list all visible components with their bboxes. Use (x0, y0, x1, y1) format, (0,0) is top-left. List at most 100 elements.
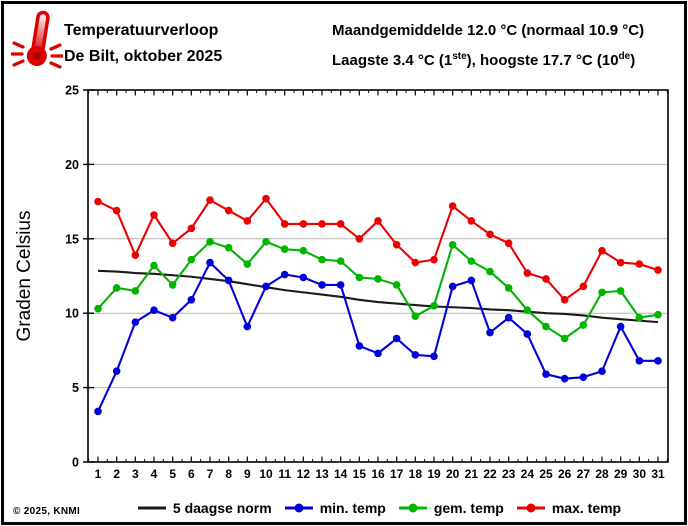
point-min-temp-day-9 (243, 322, 252, 331)
point-min-temp-day-6 (187, 296, 196, 304)
point-min-temp-day-13 (318, 281, 326, 289)
y-axis-label: Graden Celsius (14, 211, 35, 342)
legend-marker-min-temp (284, 503, 313, 513)
point-max-temp-day-31 (654, 266, 662, 274)
point-max-temp-day-30 (635, 260, 644, 268)
legend-label-gem-temp: gem. temp (433, 500, 504, 516)
point-min-temp-day-29 (616, 322, 625, 331)
legend-item-min-temp: min. temp (284, 500, 386, 516)
point-min-temp-day-28 (598, 367, 606, 376)
point-gem-temp-day-15 (355, 273, 364, 282)
svg-text:14: 14 (334, 467, 348, 481)
svg-text:29: 29 (614, 467, 628, 481)
series-gem-temp (94, 237, 662, 343)
point-gem-temp-day-4 (150, 261, 158, 270)
point-min-temp-day-10 (262, 282, 270, 291)
point-gem-temp-day-11 (280, 245, 289, 254)
point-max-temp-day-5 (168, 239, 177, 248)
header-stats: Maandgemiddelde 12.0 °C (normaal 10.9 °C… (332, 18, 644, 74)
legend-item-max-temp: max. temp (516, 500, 621, 516)
point-gem-temp-day-3 (131, 287, 140, 295)
stat-month-mean: Maandgemiddelde 12.0 °C (normaal 10.9 °C… (332, 22, 645, 39)
point-max-temp-day-14 (336, 220, 345, 228)
svg-text:10: 10 (259, 467, 273, 481)
point-min-temp-day-5 (168, 313, 177, 322)
svg-text:12: 12 (297, 467, 311, 481)
point-gem-temp-day-13 (318, 255, 326, 264)
point-max-temp-day-9 (243, 217, 252, 225)
point-max-temp-day-22 (486, 230, 494, 239)
point-gem-temp-day-27 (579, 321, 588, 329)
x-tick-labels: 1 2 3 4 5 6 7 8 9 10 11 12 13 14 15 16 17 18 19 20 21 22 23 24 2… (95, 467, 665, 481)
point-gem-temp-day-21 (467, 257, 476, 265)
svg-text:10: 10 (65, 307, 79, 321)
point-gem-temp-day-16 (374, 275, 382, 283)
series-5-daagse-norm (97, 269, 659, 324)
point-max-temp-day-24 (523, 269, 532, 277)
stat-extremes: Laagste 3.4 °C (1ste), hoogste 17.7 °C (… (332, 44, 644, 74)
point-max-temp-day-18 (411, 258, 420, 267)
point-max-temp-day-25 (542, 275, 550, 283)
point-gem-temp-day-6 (187, 255, 196, 264)
point-max-temp-day-19 (430, 255, 438, 264)
svg-text:20: 20 (446, 467, 460, 481)
stat-extremes-part: ) (630, 52, 636, 69)
svg-text:31: 31 (651, 467, 665, 481)
point-gem-temp-day-31 (654, 310, 662, 319)
point-max-temp-day-15 (355, 235, 364, 243)
title-block: Temperatuurverloop De Bilt, oktober 2025 (64, 18, 222, 70)
point-gem-temp-day-23 (504, 284, 513, 292)
point-gem-temp-day-14 (336, 257, 345, 265)
svg-text:25: 25 (539, 467, 553, 481)
point-gem-temp-day-19 (430, 301, 438, 310)
point-min-temp-day-16 (374, 349, 382, 358)
point-gem-temp-day-29 (616, 287, 625, 295)
point-max-temp-day-26 (560, 296, 569, 304)
stat-extremes-part: Laagste 3.4 °C (1 (332, 52, 453, 69)
svg-text:9: 9 (244, 467, 251, 481)
legend-label-5-daagse-norm: 5 daagse norm (172, 500, 272, 516)
svg-text:23: 23 (502, 467, 516, 481)
point-gem-temp-day-26 (560, 334, 569, 343)
point-max-temp-day-20 (448, 202, 457, 210)
point-gem-temp-day-9 (243, 260, 252, 268)
legend-marker-max-temp (516, 503, 545, 513)
point-min-temp-day-23 (504, 313, 513, 322)
svg-text:13: 13 (315, 467, 329, 481)
svg-text:21: 21 (465, 467, 479, 481)
point-max-temp-day-7 (206, 196, 214, 204)
svg-text:15: 15 (65, 232, 79, 246)
point-max-temp-day-17 (392, 240, 401, 249)
point-min-temp-day-7 (206, 258, 214, 267)
svg-text:2: 2 (113, 467, 120, 481)
ordinal-sup: de (618, 51, 631, 62)
point-gem-temp-day-28 (598, 288, 606, 297)
point-max-temp-day-28 (598, 246, 606, 255)
svg-text:4: 4 (151, 467, 158, 481)
svg-text:5: 5 (72, 381, 79, 395)
point-min-temp-day-31 (654, 357, 662, 365)
svg-text:15: 15 (353, 467, 367, 481)
svg-text:30: 30 (633, 467, 647, 481)
svg-text:3: 3 (132, 467, 139, 481)
point-min-temp-day-17 (392, 334, 401, 343)
svg-text:28: 28 (595, 467, 609, 481)
svg-text:18: 18 (409, 467, 423, 481)
point-max-temp-day-23 (504, 239, 513, 248)
point-gem-temp-day-8 (224, 243, 233, 252)
point-gem-temp-day-10 (262, 237, 270, 246)
point-gem-temp-day-25 (542, 322, 550, 331)
svg-text:19: 19 (427, 467, 441, 481)
svg-text:17: 17 (390, 467, 404, 481)
svg-text:20: 20 (65, 158, 79, 172)
point-min-temp-day-30 (635, 357, 644, 365)
svg-text:0: 0 (72, 456, 79, 470)
legend-label-min-temp: min. temp (319, 500, 386, 516)
svg-text:5: 5 (169, 467, 176, 481)
point-min-temp-day-4 (150, 306, 158, 315)
point-max-temp-day-10 (262, 194, 270, 203)
point-min-temp-day-18 (411, 351, 420, 359)
point-max-temp-day-27 (579, 282, 588, 291)
svg-text:27: 27 (577, 467, 591, 481)
point-gem-temp-day-18 (411, 312, 420, 320)
